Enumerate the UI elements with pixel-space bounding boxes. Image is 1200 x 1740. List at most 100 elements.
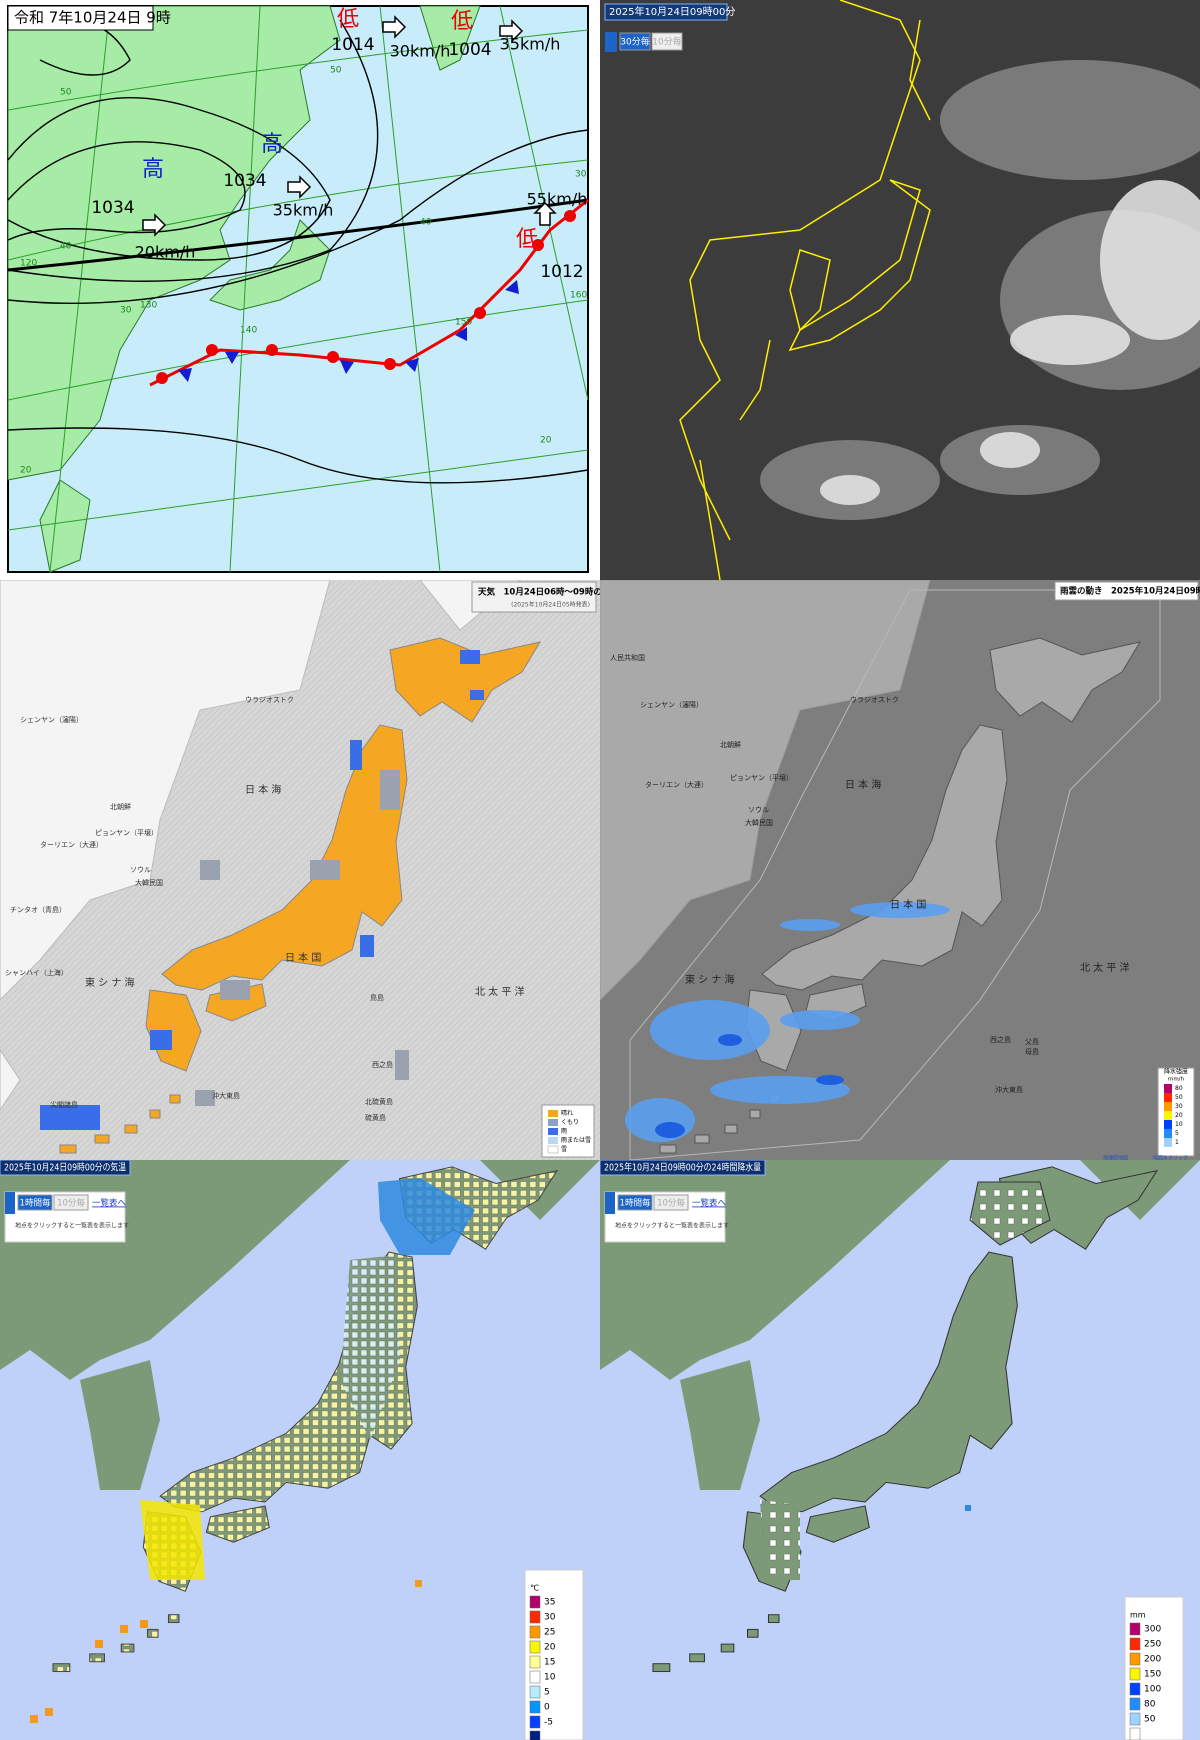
legend-label: 15 xyxy=(544,1658,555,1668)
interval-button[interactable] xyxy=(619,32,651,51)
path-shape xyxy=(379,5,441,573)
legend-label: 150 xyxy=(1144,1670,1161,1680)
place-label: 大韓民国 xyxy=(745,818,773,827)
legend-label: 250 xyxy=(1144,1640,1161,1650)
legend-swatch xyxy=(1164,1129,1172,1138)
path-shape xyxy=(739,339,771,421)
table-link[interactable]: 一覧表へ xyxy=(92,1198,127,1209)
g-shape xyxy=(625,902,950,1142)
path-shape xyxy=(789,249,831,332)
interval-label[interactable]: 1時間毎 xyxy=(20,1198,51,1209)
place-label: 沖大東島 xyxy=(212,1091,240,1100)
path-shape xyxy=(140,1500,205,1580)
place-label: ピョンヤン（平壌） xyxy=(730,773,793,782)
path-shape xyxy=(699,459,721,580)
legend-swatch xyxy=(1164,1102,1172,1111)
system-speed: 35km/h xyxy=(273,201,334,220)
pressure-value: 1004 xyxy=(448,40,491,60)
path-shape xyxy=(760,1500,800,1580)
legend-swatch xyxy=(1164,1120,1172,1129)
path-shape xyxy=(287,175,312,199)
interval-button[interactable] xyxy=(651,32,683,51)
radar-title: 雨雲の動き 2025年10月24日09時15分 xyxy=(1060,586,1200,597)
grid-label: 160 xyxy=(570,291,587,301)
rect-shape xyxy=(360,935,374,957)
legend-unit: mm/h xyxy=(1168,1077,1185,1083)
place-label: 母島 xyxy=(1025,1047,1039,1056)
rect-shape xyxy=(1054,581,1199,601)
path-shape xyxy=(7,141,246,241)
rect-shape xyxy=(604,3,728,21)
legend-label: 80 xyxy=(1175,1085,1183,1092)
legend-swatch xyxy=(529,1610,541,1624)
interval-button[interactable] xyxy=(653,1194,689,1211)
path-shape xyxy=(209,219,331,311)
path-shape xyxy=(679,0,921,541)
place-label: 父島 xyxy=(1025,1037,1039,1046)
forecast-issued: (2025年10月24日05時発表) xyxy=(511,601,590,609)
rect-shape xyxy=(470,690,484,700)
legend-label: 35 xyxy=(544,1598,555,1608)
path-shape xyxy=(419,5,481,71)
path-shape xyxy=(405,358,419,372)
legend-swatch xyxy=(1129,1667,1141,1681)
interval-button[interactable] xyxy=(53,1194,89,1211)
rect-shape xyxy=(415,1580,422,1587)
path-shape xyxy=(0,580,331,1001)
interval-label[interactable]: 10分毎 xyxy=(652,36,681,48)
legend-label: 10 xyxy=(544,1673,556,1683)
interval-label[interactable]: 10分毎 xyxy=(657,1198,685,1209)
place-label: 沖大東島 xyxy=(995,1085,1023,1094)
interval-label[interactable]: 10分毎 xyxy=(57,1198,85,1209)
circle-shape xyxy=(474,307,486,319)
table-link[interactable]: 一覧表へ xyxy=(692,1198,727,1209)
legend-label: 雨 xyxy=(561,1128,567,1135)
legend-swatch xyxy=(1164,1111,1172,1120)
path-shape xyxy=(178,368,192,382)
path-shape xyxy=(229,5,261,573)
rect-shape xyxy=(524,1569,584,1740)
rect-shape xyxy=(471,581,597,613)
legend-unit: mm xyxy=(1130,1611,1146,1620)
legend-label: 50 xyxy=(1144,1715,1156,1725)
legend-swatch xyxy=(1164,1138,1172,1147)
path-shape xyxy=(340,360,354,374)
legend-label: 20 xyxy=(544,1643,556,1653)
rect-shape xyxy=(600,1160,766,1176)
path-shape xyxy=(788,179,931,352)
rect-shape xyxy=(150,1030,172,1050)
ellipse-shape xyxy=(850,902,950,918)
path-shape xyxy=(7,19,379,282)
ellipse-shape xyxy=(1010,315,1130,365)
legend-swatch xyxy=(529,1595,541,1609)
circle-shape xyxy=(206,344,218,356)
interval-button[interactable] xyxy=(17,1194,53,1211)
interval-label[interactable]: 30分毎 xyxy=(620,36,649,48)
hint: 地点をクリックすると一覧表を表示します xyxy=(15,1222,129,1230)
satellite-image: 2025年10月24日09時00分 30分毎 10分毎 xyxy=(600,0,1200,580)
grid-label: 120 xyxy=(20,259,37,269)
ellipse-shape xyxy=(1100,180,1200,340)
path-shape xyxy=(382,15,407,39)
grid-label: 150 xyxy=(455,318,472,328)
place-label: 北朝鮮 xyxy=(110,802,131,811)
path-shape xyxy=(7,449,589,531)
rect-shape xyxy=(605,1192,615,1214)
pressure-system-kind: 高 xyxy=(142,157,164,182)
grid-label: 30 xyxy=(120,306,132,316)
legend-swatch xyxy=(1129,1637,1141,1651)
grid-label: 140 xyxy=(240,326,257,336)
g-shape xyxy=(156,210,576,384)
interval-label[interactable]: 1時間毎 xyxy=(620,1198,651,1209)
grid-label: 30 xyxy=(575,170,587,180)
legend-label: 5 xyxy=(1175,1130,1179,1137)
chart-title: 令和 7年10月24日 9時 xyxy=(14,9,171,27)
legend-label: 雨または雪 xyxy=(561,1137,591,1144)
legend-swatch xyxy=(1129,1727,1141,1740)
path-shape xyxy=(225,352,239,364)
g-shape xyxy=(30,1580,422,1723)
place-label: 日 本 海 xyxy=(845,778,881,791)
interval-button[interactable] xyxy=(617,1194,653,1211)
rect-shape xyxy=(5,1192,15,1214)
